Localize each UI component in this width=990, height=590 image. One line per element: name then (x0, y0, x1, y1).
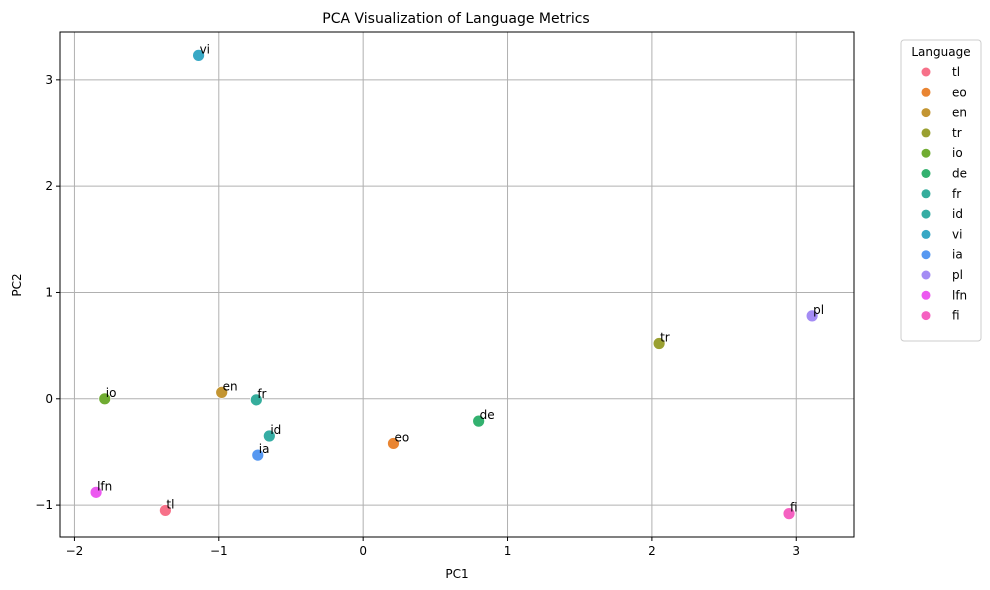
point-label-fr: fr (257, 387, 266, 401)
x-tick-label: 2 (648, 544, 656, 558)
legend-marker-en (921, 108, 931, 118)
y-tick-label: 3 (45, 73, 53, 87)
legend-label-en: en (952, 106, 967, 120)
data-point-en (215, 386, 229, 399)
x-tick-label: 0 (359, 544, 367, 558)
data-point-id (262, 429, 276, 443)
x-tick-label: −2 (66, 544, 84, 558)
chart-title: PCA Visualization of Language Metrics (322, 11, 589, 27)
legend-marker-tl (921, 67, 931, 77)
legend-marker-fi (921, 311, 931, 321)
legend-marker-id (921, 209, 931, 219)
legend-label-pl: pl (952, 268, 963, 282)
point-label-tl: tl (166, 497, 174, 511)
data-point-io (98, 392, 112, 406)
legend-marker-tr (921, 128, 931, 138)
legend-marker-de (921, 169, 931, 178)
data-point-tr (652, 337, 666, 350)
y-tick-label: 2 (45, 179, 53, 193)
point-label-id: id (270, 423, 281, 437)
data-point-pl (805, 309, 819, 323)
legend-marker-fr (921, 189, 931, 199)
point-label-vi: vi (200, 42, 210, 56)
legend-marker-pl (921, 270, 931, 280)
data-point-lfn (89, 485, 103, 499)
point-label-de: de (480, 408, 495, 422)
x-axis-label: PC1 (445, 567, 468, 581)
point-label-eo: eo (394, 430, 409, 444)
x-tick-label: 3 (792, 544, 800, 558)
point-label-tr: tr (660, 331, 670, 345)
legend-label-io: io (952, 146, 963, 160)
point-label-ia: ia (259, 442, 270, 456)
legend-marker-vi (921, 229, 931, 239)
data-points (89, 48, 819, 521)
y-tick-label: 0 (45, 392, 53, 406)
legend-label-fi: fi (952, 309, 960, 323)
x-tick-label: 1 (504, 544, 512, 558)
data-point-de (472, 414, 486, 428)
axis-ticks: −2 −1 0 1 2 3 −1 0 1 2 3 (35, 73, 800, 558)
plot-area-frame (59, 31, 855, 538)
legend-label-ia: ia (952, 248, 963, 262)
data-point-tl (158, 504, 172, 517)
legend-marker-lfn (921, 290, 931, 300)
point-labels: tl eo en tr io de fr id vi ia pl lfn fi (97, 42, 824, 514)
data-point-eo (387, 437, 400, 450)
legend-frame (900, 39, 982, 342)
legend-label-lfn: lfn (952, 288, 967, 302)
data-point-vi (192, 48, 205, 62)
legend-label-tl: tl (952, 65, 960, 79)
x-tick-label: −1 (210, 544, 228, 558)
point-label-fi: fi (790, 501, 798, 515)
point-label-lfn: lfn (97, 479, 112, 493)
grid (60, 32, 854, 537)
legend-title: Language (911, 45, 970, 59)
y-axis-label: PC2 (10, 273, 24, 296)
legend-label-vi: vi (952, 227, 962, 241)
point-label-en: en (223, 379, 238, 393)
y-tick-label: 1 (45, 285, 53, 299)
point-label-io: io (106, 386, 117, 400)
y-tick-label: −1 (35, 498, 53, 512)
legend-marker-eo (921, 87, 931, 97)
legend-marker-ia (921, 250, 931, 260)
legend-label-eo: eo (952, 85, 967, 99)
legend-label-de: de (952, 167, 967, 181)
data-point-fr (249, 393, 263, 407)
legend-label-id: id (952, 207, 963, 221)
legend-label-fr: fr (952, 187, 961, 201)
data-point-ia (251, 448, 265, 462)
data-point-fi (782, 507, 796, 521)
legend-items: tl eo en tr io de fr id vi ia pl lfn fi (921, 65, 967, 323)
legend-label-tr: tr (952, 126, 962, 140)
legend-marker-io (921, 148, 931, 158)
point-label-pl: pl (813, 303, 824, 317)
legend: Language tl eo en tr io de fr id vi ia pl lfn fi (900, 39, 982, 342)
